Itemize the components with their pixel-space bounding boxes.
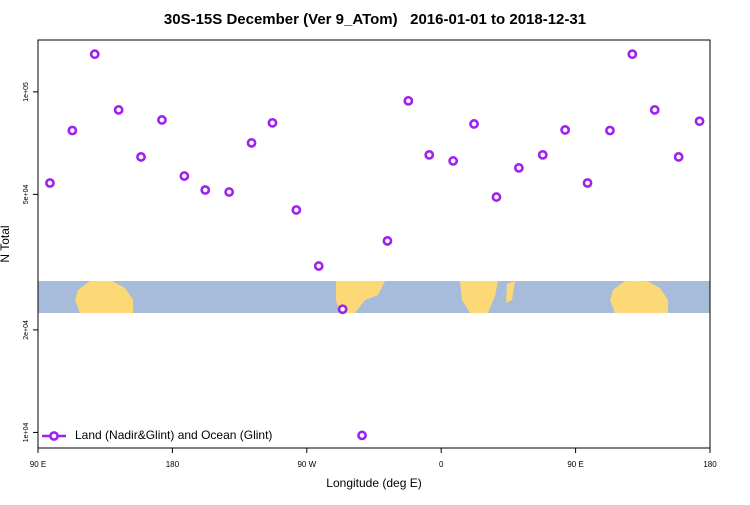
chart-title: 30S-15S December (Ver 9_ATom) 2016-01-01… bbox=[164, 11, 586, 28]
point bbox=[337, 304, 348, 315]
x-tick-label: 90 E bbox=[30, 460, 46, 469]
point bbox=[491, 192, 502, 202]
point bbox=[513, 163, 524, 173]
point bbox=[291, 205, 302, 215]
point bbox=[357, 430, 367, 441]
y-axis-label: N Total bbox=[0, 225, 12, 262]
point bbox=[313, 261, 324, 271]
legend-label: Land (Nadir&Glint) and Ocean (Glint) bbox=[75, 428, 272, 442]
point bbox=[448, 156, 459, 166]
x-tick-label: 180 bbox=[703, 460, 717, 469]
y-tick-label: 1e+05 bbox=[23, 82, 30, 102]
point bbox=[605, 125, 615, 136]
point bbox=[267, 117, 278, 128]
point bbox=[89, 49, 100, 60]
x-tick-label: 180 bbox=[166, 460, 180, 469]
point bbox=[403, 95, 414, 106]
map-band bbox=[38, 281, 710, 313]
point bbox=[200, 185, 211, 195]
point bbox=[179, 171, 190, 181]
point bbox=[45, 178, 55, 188]
y-tick-label: 2e+04 bbox=[23, 320, 30, 340]
point bbox=[582, 178, 593, 188]
point bbox=[136, 152, 146, 162]
point bbox=[673, 152, 684, 162]
point bbox=[649, 105, 660, 115]
point bbox=[246, 138, 257, 148]
x-axis-label: Longitude (deg E) bbox=[326, 476, 421, 490]
point bbox=[537, 149, 548, 160]
point bbox=[694, 116, 705, 127]
x-tick-label: 0 bbox=[439, 460, 444, 469]
y-tick-label: 1e+04 bbox=[23, 422, 30, 442]
point bbox=[424, 149, 435, 160]
point bbox=[224, 187, 235, 197]
point bbox=[157, 115, 167, 125]
x-tick-label: 90 W bbox=[297, 460, 316, 469]
point bbox=[469, 119, 479, 129]
point bbox=[560, 125, 571, 135]
point bbox=[113, 105, 124, 115]
point bbox=[382, 236, 393, 246]
legend-marker bbox=[49, 431, 59, 441]
y-tick-label: 5e+04 bbox=[23, 184, 30, 204]
plot-frame bbox=[37, 39, 711, 449]
point bbox=[627, 49, 638, 60]
x-tick-label: 90 E bbox=[567, 460, 583, 469]
point bbox=[67, 125, 78, 136]
